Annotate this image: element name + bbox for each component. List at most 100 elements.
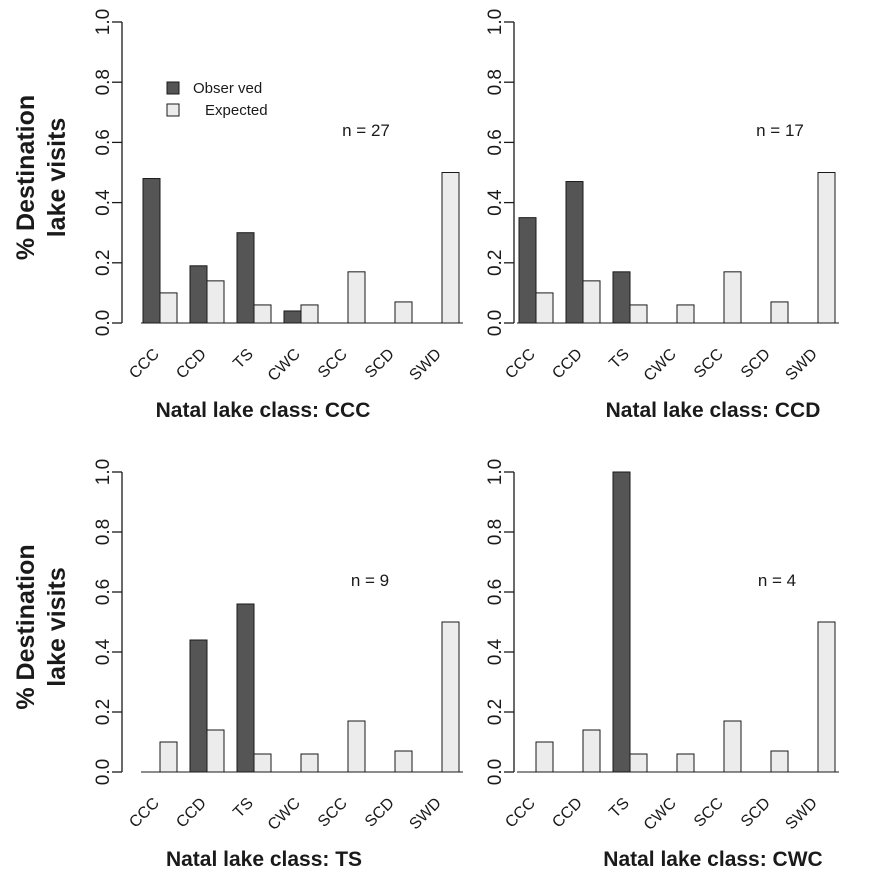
- category-label: SCD: [738, 795, 774, 831]
- bar-observed-ts: [612, 271, 631, 324]
- category-label: SCC: [315, 795, 351, 831]
- y-tick-label: 0.0: [93, 759, 114, 785]
- category-label: CCC: [502, 346, 539, 383]
- category-label: SCC: [691, 795, 727, 831]
- legend-label-observed: Obser ved: [193, 80, 262, 97]
- category-label: CCD: [549, 795, 586, 832]
- legend-swatch-observed: [166, 81, 180, 95]
- bar-observed-ccd: [189, 265, 208, 324]
- sample-size-annotation: n = 4: [758, 571, 796, 590]
- y-tick-label: 0.2: [485, 699, 506, 725]
- category-label: CCC: [502, 795, 539, 832]
- y-tick-label: 0.6: [485, 129, 506, 155]
- bar-expected-ts: [253, 753, 272, 773]
- bar-observed-ts: [236, 232, 255, 324]
- bar-expected-ts: [629, 753, 648, 773]
- sample-size-annotation: n = 27: [342, 121, 390, 140]
- bar-observed-ccc: [142, 178, 161, 324]
- legend-label-expected: Expected: [205, 102, 268, 119]
- bar-expected-scd: [770, 301, 789, 324]
- chart-panel-2: 0.0 0.2 0.4 0.6 0.8 1.0 CCC CCD TS CWC SCC SCD SWD Na…: [485, 9, 839, 422]
- bar-expected-swd: [817, 172, 836, 324]
- category-label: CWC: [641, 795, 680, 834]
- bar-expected-scc: [723, 720, 742, 773]
- y-tick-label: 0.2: [93, 699, 114, 725]
- category-label: CWC: [265, 346, 304, 385]
- bar-expected-scd: [394, 301, 413, 324]
- category-label: CWC: [265, 795, 304, 834]
- y-tick-label: 0.2: [485, 250, 506, 276]
- y-axis-label: % Destination lake visits: [12, 544, 71, 709]
- bar-expected-ccd: [206, 729, 225, 773]
- category-label: CCD: [173, 795, 210, 832]
- category-label: SWD: [406, 795, 444, 833]
- bar-expected-scd: [770, 750, 789, 773]
- category-label: SCD: [362, 795, 398, 831]
- bar-observed-ccc: [518, 217, 537, 324]
- category-label: SWD: [406, 346, 444, 384]
- legend-swatch-expected: [166, 103, 180, 117]
- bar-expected-scc: [347, 271, 366, 324]
- category-label: SWD: [782, 346, 820, 384]
- category-label: CCC: [126, 795, 163, 832]
- chart-panel-4: 0.0 0.2 0.4 0.6 0.8 1.0 CCC CCD TS CWC SCC SCD SWD Na…: [485, 459, 839, 871]
- bar-expected-ccc: [535, 292, 554, 324]
- bar-expected-ccc: [535, 741, 554, 773]
- category-label: SCC: [691, 346, 727, 382]
- bar-observed-ccd: [189, 639, 208, 773]
- category-label: CCD: [173, 346, 210, 383]
- bar-expected-swd: [817, 621, 836, 773]
- y-tick-label: 0.2: [93, 250, 114, 276]
- category-label: CCC: [126, 346, 163, 383]
- category-label: TS: [606, 346, 632, 372]
- y-tick-label: 0.6: [93, 129, 114, 155]
- bar-expected-ccc: [159, 292, 178, 324]
- bar-observed-cwc: [283, 310, 302, 324]
- y-tick-label: 1.0: [485, 459, 506, 485]
- y-tick-label: 0.8: [485, 69, 506, 95]
- category-label: SWD: [782, 795, 820, 833]
- bar-expected-ccd: [582, 280, 601, 324]
- legend: Obser ved Expected: [166, 80, 268, 119]
- y-tick-label: 0.0: [485, 310, 506, 336]
- category-label: CCD: [549, 346, 586, 383]
- bar-observed-ts: [612, 471, 631, 773]
- category-label: SCD: [362, 346, 398, 382]
- bar-expected-cwc: [300, 753, 319, 773]
- category-label: CWC: [641, 346, 680, 385]
- x-axis-label: Natal lake class: CCC: [156, 399, 371, 422]
- y-tick-label: 1.0: [93, 459, 114, 485]
- y-tick-label: 0.8: [485, 519, 506, 545]
- bar-expected-cwc: [300, 304, 319, 324]
- y-tick-label: 0.6: [485, 579, 506, 605]
- chart-panel-3: 0.0 0.2 0.4 0.6 0.8 1.0 CCC CCD TS CWC SCC SCD SWD Na…: [12, 459, 463, 871]
- y-tick-label: 1.0: [93, 9, 114, 35]
- x-axis-label: Natal lake class: TS: [166, 848, 362, 871]
- chart-panel-1: 0.0 0.2 0.4 0.6 0.8 1.0 CCC CCD TS CWC SCC SCD SWD Na…: [12, 9, 463, 422]
- bar-expected-ccc: [159, 741, 178, 773]
- bar-expected-ccd: [582, 729, 601, 773]
- bar-expected-scd: [394, 750, 413, 773]
- y-tick-label: 0.4: [93, 189, 114, 216]
- sample-size-annotation: n = 17: [756, 121, 804, 140]
- y-axis-label: % Destination lake visits: [12, 95, 71, 260]
- category-label: SCD: [738, 346, 774, 382]
- x-axis-label: Natal lake class: CWC: [603, 848, 822, 871]
- bar-expected-ccd: [206, 280, 225, 324]
- bar-expected-swd: [441, 621, 460, 773]
- bar-expected-swd: [441, 172, 460, 324]
- y-tick-label: 0.4: [485, 189, 506, 216]
- y-tick-label: 0.0: [93, 310, 114, 336]
- bar-observed-ts: [236, 603, 255, 773]
- y-tick-label: 0.4: [93, 638, 114, 665]
- bar-expected-scc: [347, 720, 366, 773]
- bar-observed-ccd: [565, 181, 584, 324]
- y-tick-label: 0.8: [93, 519, 114, 545]
- y-tick-label: 0.6: [93, 579, 114, 605]
- category-label: TS: [230, 346, 256, 372]
- category-label: SCC: [315, 346, 351, 382]
- y-tick-label: 0.0: [485, 759, 506, 785]
- bar-expected-scc: [723, 271, 742, 324]
- sample-size-annotation: n = 9: [351, 571, 389, 590]
- y-tick-label: 1.0: [485, 9, 506, 35]
